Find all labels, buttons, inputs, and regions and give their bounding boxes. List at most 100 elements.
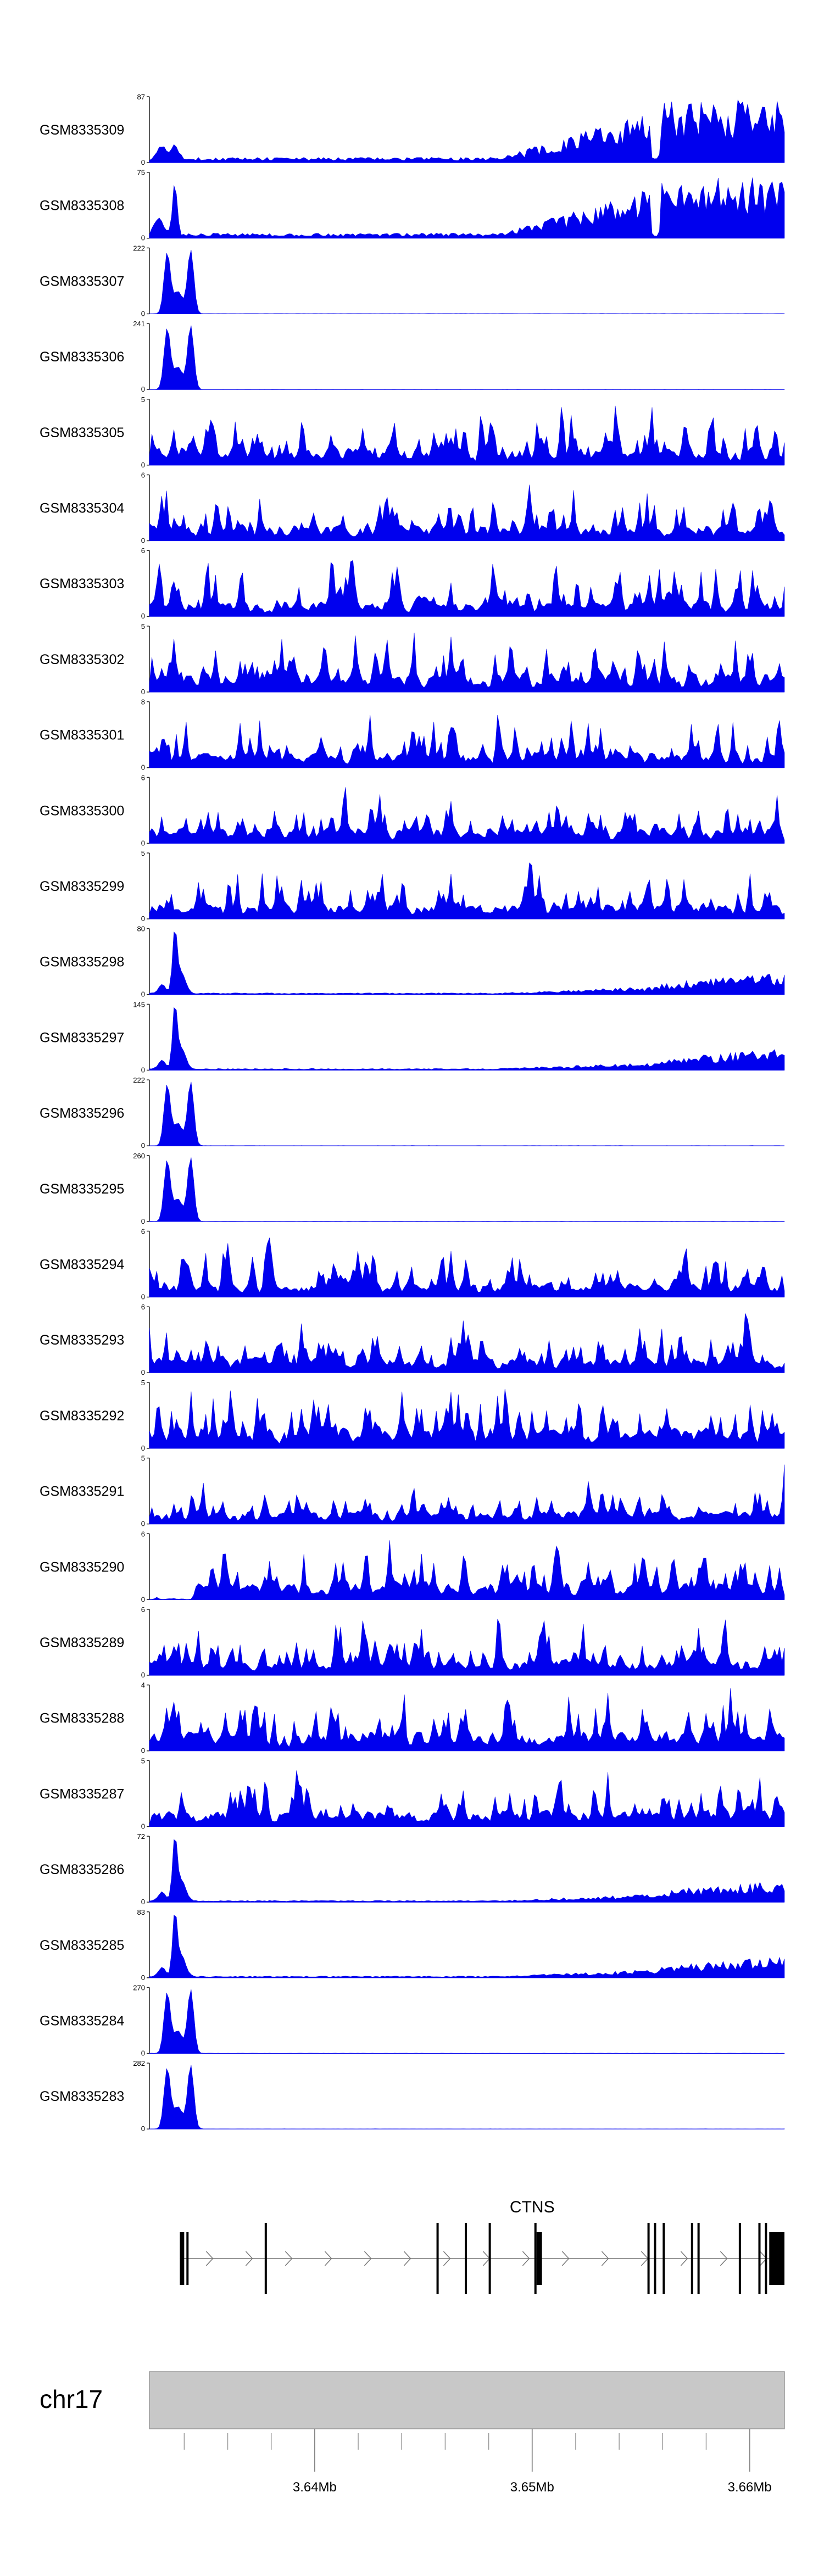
track-GSM8335293: GSM8335293 6 0 [40, 1303, 785, 1376]
track-GSM8335285: GSM8335285 83 0 [40, 1908, 785, 1982]
track-GSM8335307: GSM8335307 222 0 [40, 244, 785, 317]
ymax-label: 6 [141, 471, 145, 479]
coverage-area [149, 1619, 785, 1676]
track-label: GSM8335286 [40, 1862, 124, 1877]
ymax-label: 5 [141, 849, 145, 857]
coverage-area [149, 1081, 784, 1146]
ymin-label: 0 [141, 1293, 145, 1301]
coverage-area [149, 862, 785, 919]
track-GSM8335309: GSM8335309 87 0 [40, 93, 785, 166]
ymin-label: 0 [141, 763, 145, 772]
ymax-label: 260 [133, 1152, 145, 1160]
track-GSM8335289: GSM8335289 6 0 [40, 1605, 785, 1679]
ymax-label: 72 [137, 1832, 145, 1841]
track-label: GSM8335308 [40, 198, 124, 214]
track-label: GSM8335298 [40, 955, 124, 970]
track-label: GSM8335284 [40, 2014, 124, 2029]
track-label: GSM8335296 [40, 1106, 124, 1121]
track-GSM8335301: GSM8335301 8 0 [40, 698, 785, 772]
coverage-area [149, 405, 785, 466]
coverage-area [149, 484, 785, 541]
track-GSM8335291: GSM8335291 5 0 [40, 1454, 785, 1528]
ymin-label: 0 [141, 1595, 145, 1603]
track-GSM8335283: GSM8335283 282 0 [40, 2059, 785, 2133]
track-GSM8335287: GSM8335287 5 0 [40, 1757, 785, 1830]
track-label: GSM8335300 [40, 803, 124, 818]
track-label: GSM8335304 [40, 501, 124, 516]
ymax-label: 5 [141, 1757, 145, 1765]
exon [738, 2223, 741, 2294]
ymax-label: 4 [141, 1681, 145, 1690]
track-GSM8335297: GSM8335297 145 0 [40, 1000, 785, 1074]
ymax-label: 6 [141, 1605, 145, 1614]
ymin-label: 0 [141, 1747, 145, 1755]
ymin-label: 0 [141, 915, 145, 923]
coverage-area [149, 1237, 785, 1297]
track-label: GSM8335292 [40, 1408, 124, 1424]
strand-arrow [364, 2251, 372, 2266]
coverage-area [149, 1688, 785, 1751]
ymax-label: 5 [141, 1379, 145, 1387]
coverage-area [149, 931, 785, 995]
ymax-label: 5 [141, 622, 145, 631]
exon [180, 2232, 185, 2285]
ymin-label: 0 [141, 839, 145, 847]
strand-arrow [522, 2251, 530, 2266]
coverage-area [149, 99, 785, 163]
ymin-label: 0 [141, 2049, 145, 2058]
exon [758, 2223, 761, 2294]
track-GSM8335308: GSM8335308 75 0 [40, 169, 785, 242]
ymax-label: 282 [133, 2059, 145, 2067]
coverage-area [149, 560, 785, 617]
track-label: GSM8335289 [40, 1635, 124, 1651]
coverage-area [149, 1770, 785, 1827]
coverage-area [149, 1915, 785, 1978]
track-label: GSM8335294 [40, 1257, 124, 1273]
chromosome-axis: chr17 3.64Mb 3.65Mb 3.66Mb [40, 2371, 785, 2495]
ymax-label: 222 [133, 1076, 145, 1084]
tick-label: 3.64Mb [293, 2480, 337, 2495]
ymin-label: 0 [141, 1444, 145, 1452]
track-label: GSM8335309 [40, 122, 124, 138]
track-GSM8335302: GSM8335302 5 0 [40, 622, 785, 696]
ymin-label: 0 [141, 990, 145, 999]
ymin-label: 0 [141, 1368, 145, 1376]
coverage-area [149, 1157, 785, 1222]
ymax-label: 6 [141, 1228, 145, 1236]
gene-model: CTNS [180, 2198, 784, 2294]
ymin-label: 0 [141, 2125, 145, 2133]
coverage-area [149, 632, 785, 693]
ymax-label: 83 [137, 1908, 145, 1916]
ymin-label: 0 [141, 158, 145, 166]
track-GSM8335299: GSM8335299 5 0 [40, 849, 785, 923]
gene-label: CTNS [510, 2198, 555, 2216]
track-label: GSM8335307 [40, 274, 124, 289]
track-label: GSM8335293 [40, 1332, 124, 1348]
strand-arrow [324, 2251, 332, 2266]
exon [765, 2223, 767, 2294]
tick-label: 3.65Mb [510, 2480, 554, 2495]
exon [264, 2223, 267, 2294]
ymin-label: 0 [141, 1973, 145, 1982]
ymin-label: 0 [141, 1217, 145, 1225]
strand-arrow [561, 2251, 570, 2266]
exon [662, 2223, 665, 2294]
coverage-area [149, 715, 785, 768]
ymax-label: 270 [133, 1984, 145, 1992]
exon [647, 2223, 650, 2294]
chromosome-label: chr17 [40, 2385, 103, 2413]
ymax-label: 6 [141, 773, 145, 782]
exon [488, 2223, 491, 2294]
strand-arrow [205, 2251, 214, 2266]
exon [536, 2232, 542, 2285]
ymax-label: 222 [133, 244, 145, 252]
strand-arrow [720, 2251, 728, 2266]
ymin-label: 0 [141, 688, 145, 696]
ymax-label: 241 [133, 320, 145, 328]
ymin-label: 0 [141, 1066, 145, 1074]
track-label: GSM8335305 [40, 425, 124, 441]
track-GSM8335304: GSM8335304 6 0 [40, 471, 785, 545]
track-GSM8335295: GSM8335295 260 0 [40, 1152, 785, 1225]
exon [465, 2223, 467, 2294]
coverage-area [149, 177, 785, 238]
